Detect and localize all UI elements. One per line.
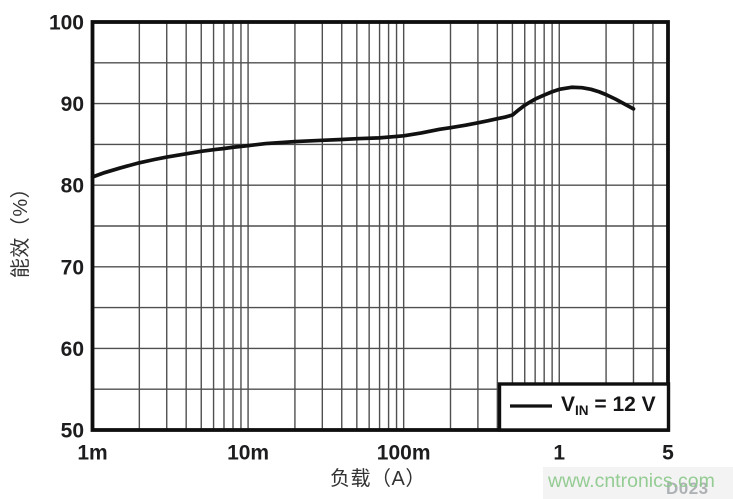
grid-lines [92, 22, 668, 430]
legend-label-subscript: IN [575, 403, 589, 418]
x-tick-label: 100m [377, 442, 431, 465]
watermark-background [543, 467, 733, 499]
figure-code-label: D023 [666, 479, 709, 498]
y-axis-title: 能效（%） [10, 157, 32, 299]
x-tick-label: 1m [77, 442, 107, 465]
efficiency-curve [90, 85, 636, 179]
y-tick-labels: 100 90 80 70 60 50 [49, 12, 84, 443]
x-tick-label: 10m [227, 442, 269, 465]
x-tick-label: 5 [662, 442, 674, 465]
y-tick-label: 100 [49, 12, 84, 35]
y-tick-label: 50 [61, 420, 84, 443]
y-axis-title-text: 能效（%） [10, 177, 32, 279]
x-tick-labels: 1m 10m 100m 1 5 [77, 442, 674, 465]
y-tick-label: 90 [61, 93, 84, 116]
plot-frame [90, 20, 670, 432]
x-tick-label: 1 [553, 442, 565, 465]
legend-label-suffix: = 12 V [588, 393, 656, 416]
y-tick-label: 60 [61, 338, 84, 361]
x-axis-title: 负载（A） [330, 468, 426, 490]
watermark-text: www.cntronics.com [548, 470, 715, 492]
legend-label-prefix: V [561, 393, 576, 416]
y-tick-label: 80 [61, 175, 84, 198]
y-tick-label: 70 [61, 256, 84, 279]
legend-series-label: VIN = 12 V [561, 393, 656, 418]
